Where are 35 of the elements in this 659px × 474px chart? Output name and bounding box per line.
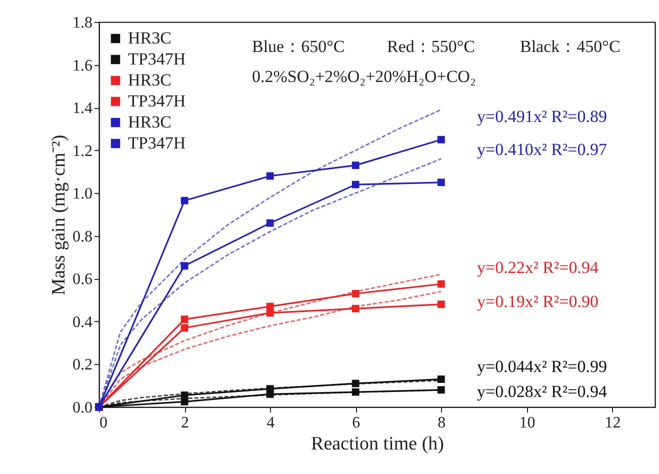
annotation: y=0.044x² R²=0.99	[477, 357, 607, 376]
annotation: y=0.028x² R²=0.94	[477, 382, 608, 401]
legend-label: HR3C	[128, 112, 172, 132]
x-tick-label: 6	[352, 414, 360, 432]
y-tick-label: 0.2	[72, 356, 92, 374]
annotation: y=0.410x² R²=0.97	[477, 140, 608, 159]
x-tick-label: 4	[266, 414, 275, 432]
y-axis-title: Mass gain (mg·cm⁻²)	[48, 134, 70, 296]
y-tick-label: 0.4	[72, 314, 92, 331]
y-tick-label: 1.8	[72, 14, 92, 32]
legend-label: TP347H	[128, 92, 186, 110]
y-tick-label: 1.6	[72, 57, 92, 74]
annotation: Red：550°C	[387, 37, 476, 56]
legend-label: HR3C	[128, 70, 172, 90]
x-tick-label: 12	[604, 414, 621, 432]
x-tick-label: 0	[100, 414, 108, 432]
annotation: Black：450°C	[520, 37, 620, 56]
x-tick-label: 8	[438, 414, 446, 432]
legend-label: HR3C	[128, 28, 172, 48]
y-tick-label: 1.4	[72, 100, 92, 118]
x-axis-title: Reaction time (h)	[311, 434, 444, 454]
x-tick-label: 2	[181, 414, 190, 432]
y-tick-label: 1.0	[72, 186, 92, 203]
annotation: y=0.491x² R²=0.89	[477, 107, 607, 126]
annotation: 0.2%SO₂+2%O₂+20%H₂O+CO₂	[252, 67, 476, 86]
y-tick-label: 0.8	[72, 228, 92, 246]
y-tick-label: 1.2	[72, 142, 92, 160]
legend-label: TP347H	[128, 50, 186, 68]
legend-label: TP347H	[128, 134, 186, 152]
annotation: y=0.22x² R²=0.94	[477, 258, 599, 277]
x-tick-label: 10	[519, 414, 536, 432]
annotation: Blue：650°C	[252, 37, 345, 56]
y-tick-label: 0.0	[72, 400, 92, 416]
annotation: y=0.19x² R²=0.90	[477, 292, 598, 311]
y-tick-label: 0.6	[72, 271, 92, 288]
